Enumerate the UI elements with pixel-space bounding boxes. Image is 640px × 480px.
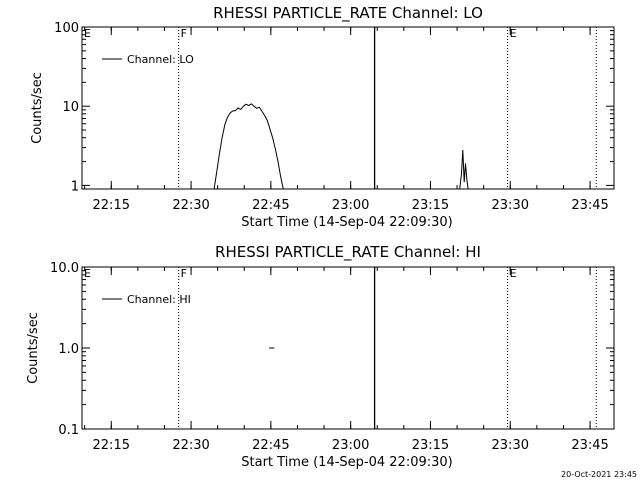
series-line	[459, 149, 469, 190]
chart-title: RHESSI PARTICLE_RATE Channel: HI	[215, 243, 481, 262]
y-axis-label: Counts/sec	[26, 312, 41, 384]
flag-label: E	[510, 27, 517, 40]
flag-label: F	[181, 267, 187, 280]
x-tick-label: 23:15	[412, 438, 449, 453]
x-tick-label: 22:45	[252, 438, 289, 453]
x-axis-label: Start Time (14-Sep-04 22:09:30)	[241, 455, 452, 470]
x-tick-label: 23:15	[412, 198, 449, 213]
y-axis-label: Counts/sec	[30, 72, 45, 144]
x-tick-label: 22:15	[93, 198, 130, 213]
series-line	[213, 103, 284, 190]
plot-frame	[81, 26, 615, 190]
y-tick-label: 0.1	[58, 423, 79, 438]
y-tick-label: 10.0	[50, 261, 79, 276]
x-tick-label: 23:00	[332, 198, 369, 213]
x-tick-label: 23:30	[492, 198, 529, 213]
x-tick-label: 23:00	[332, 438, 369, 453]
x-axis-label: Start Time (14-Sep-04 22:09:30)	[241, 215, 452, 230]
flag-label: F	[181, 27, 187, 40]
x-tick-label: 23:45	[571, 198, 608, 213]
chart-title: RHESSI PARTICLE_RATE Channel: LO	[213, 4, 483, 23]
y-tick-label: 10	[62, 100, 79, 115]
x-tick-label: 22:45	[252, 198, 289, 213]
flag-label: E	[510, 267, 517, 280]
panel-hi: RHESSI PARTICLE_RATE Channel: HI 22:15 22:…	[26, 243, 615, 470]
y-tick-label: 100	[54, 21, 79, 36]
x-tick-label: 22:30	[172, 198, 209, 213]
y-tick-label: 1	[71, 179, 79, 194]
x-tick-label: 22:30	[172, 438, 209, 453]
flag-label: E	[84, 267, 91, 280]
x-tick-label: 22:15	[93, 438, 130, 453]
flag-label: E	[84, 27, 91, 40]
y-tick-label: 1.0	[58, 342, 79, 357]
x-tick-label: 23:30	[492, 438, 529, 453]
plot-timestamp: 20-Oct-2021 23:45	[561, 470, 637, 479]
plot-frame	[81, 266, 615, 430]
panel-lo: RHESSI PARTICLE_RATE Channel: LO 22:15 22:…	[30, 4, 615, 230]
legend-label: Channel: LO	[127, 53, 194, 66]
legend-label: Channel: HI	[127, 293, 191, 306]
x-tick-label: 23:45	[571, 438, 608, 453]
